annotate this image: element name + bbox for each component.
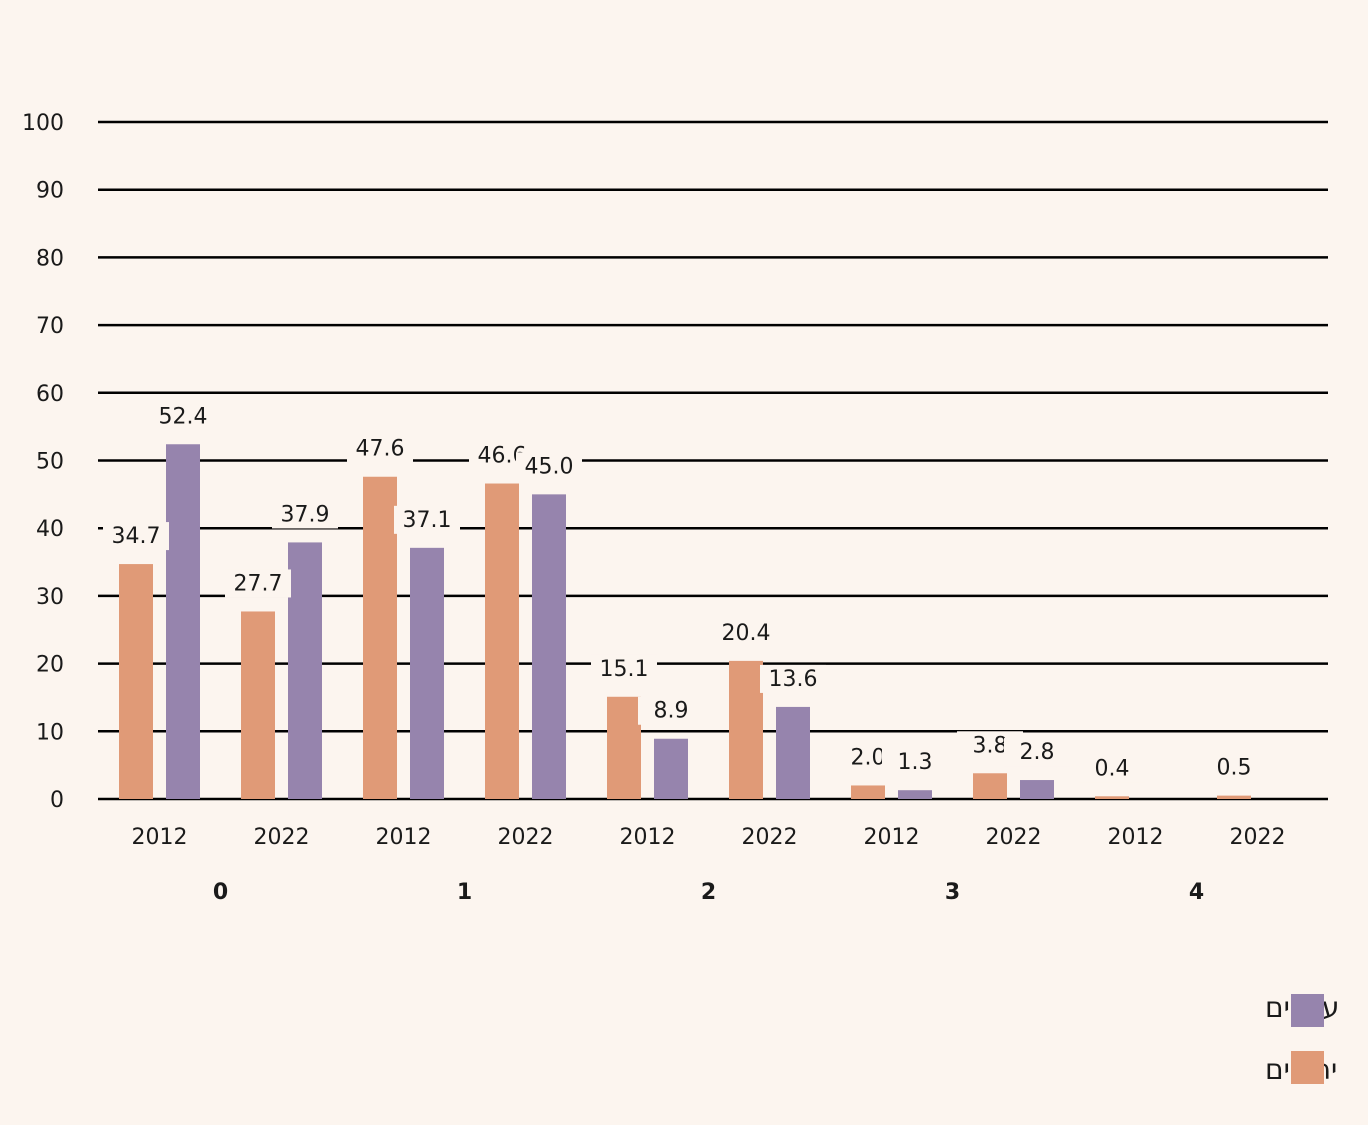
legend-swatch-arabs <box>1291 994 1324 1027</box>
value-label: 20.4 <box>722 621 771 646</box>
bar <box>851 785 885 799</box>
value-label-bg <box>394 505 460 534</box>
x-group-label: 0 <box>213 880 228 905</box>
value-label: 47.6 <box>356 437 405 462</box>
value-label: 37.1 <box>403 508 452 533</box>
value-label: 2.0 <box>851 745 886 770</box>
value-label: 3.8 <box>973 733 1008 758</box>
value-label-bg <box>1079 754 1145 783</box>
y-tick-label: 50 <box>36 450 64 475</box>
y-axis-ticks: 0 10 20 30 40 50 60 70 80 90 100 <box>22 111 64 813</box>
value-labels: 34.752.427.737.947.637.146.645.015.18.92… <box>103 402 1267 783</box>
value-label: 1.3 <box>898 750 933 775</box>
bar <box>119 564 153 799</box>
x-tick-year: 2012 <box>376 825 432 850</box>
y-tick-label: 20 <box>36 653 64 678</box>
x-group-label: 1 <box>457 880 472 905</box>
bar <box>729 660 763 799</box>
legend: ערבים יהודים <box>1265 991 1339 1086</box>
value-label-bg <box>882 748 948 777</box>
value-label-bg <box>638 696 704 725</box>
bar <box>654 738 688 799</box>
value-label-bg <box>225 569 291 598</box>
x-axis-labels: 2012 2022 0 2012 2022 1 2012 2022 2 2012 2022 3 2012… <box>132 825 1286 905</box>
y-tick-label: 10 <box>36 720 64 745</box>
x-group-label: 4 <box>1189 880 1204 905</box>
value-label-bg <box>103 522 169 551</box>
value-label: 45.0 <box>525 454 574 479</box>
y-tick-label: 100 <box>22 111 64 136</box>
y-tick-label: 70 <box>36 314 64 339</box>
gridlines <box>98 120 1328 801</box>
x-tick-year: 2022 <box>254 825 310 850</box>
bar <box>776 706 810 799</box>
y-tick-label: 30 <box>36 585 64 610</box>
value-label-bg <box>516 452 582 481</box>
x-group-label: 2 <box>701 880 716 905</box>
legend-swatch-jews <box>1291 1051 1324 1084</box>
bar <box>363 476 397 799</box>
x-tick-year: 2012 <box>132 825 188 850</box>
bar <box>973 773 1007 799</box>
value-label-bg <box>272 500 338 529</box>
bar <box>532 494 566 799</box>
value-label: 52.4 <box>159 404 208 429</box>
value-label-bg <box>1004 738 1070 767</box>
bar <box>241 611 275 799</box>
bar <box>1217 795 1251 799</box>
bar <box>1020 780 1054 799</box>
bar <box>607 696 641 799</box>
bar <box>1095 796 1129 799</box>
y-tick-label: 60 <box>36 382 64 407</box>
x-tick-year: 2012 <box>864 825 920 850</box>
x-tick-year: 2012 <box>620 825 676 850</box>
x-tick-year: 2022 <box>498 825 554 850</box>
bars <box>119 444 1251 799</box>
value-label: 15.1 <box>600 657 649 682</box>
x-tick-year: 2012 <box>1108 825 1164 850</box>
value-label: 37.9 <box>281 502 330 527</box>
value-label: 34.7 <box>112 524 161 549</box>
y-tick-label: 40 <box>36 517 64 542</box>
value-label: 8.9 <box>654 699 689 724</box>
bar <box>410 547 444 799</box>
value-label-bg <box>347 434 413 463</box>
value-label-bg <box>1201 753 1267 782</box>
x-tick-year: 2022 <box>986 825 1042 850</box>
value-label: 27.7 <box>234 571 283 596</box>
value-label-bg <box>591 654 657 683</box>
value-label: 0.4 <box>1095 756 1130 781</box>
x-tick-year: 2022 <box>1230 825 1286 850</box>
y-tick-label: 80 <box>36 246 64 271</box>
bar <box>288 542 322 799</box>
x-tick-year: 2022 <box>742 825 798 850</box>
bar <box>898 790 932 799</box>
y-tick-label: 0 <box>50 788 64 813</box>
value-label-bg <box>760 664 826 693</box>
x-group-label: 3 <box>945 880 960 905</box>
y-tick-label: 90 <box>36 179 64 204</box>
bar <box>166 444 200 799</box>
value-label-bg <box>150 402 216 431</box>
value-label: 13.6 <box>769 667 818 692</box>
value-label-bg <box>713 618 779 647</box>
value-label: 0.5 <box>1217 756 1252 781</box>
value-label: 2.8 <box>1020 740 1055 765</box>
bar <box>485 483 519 799</box>
